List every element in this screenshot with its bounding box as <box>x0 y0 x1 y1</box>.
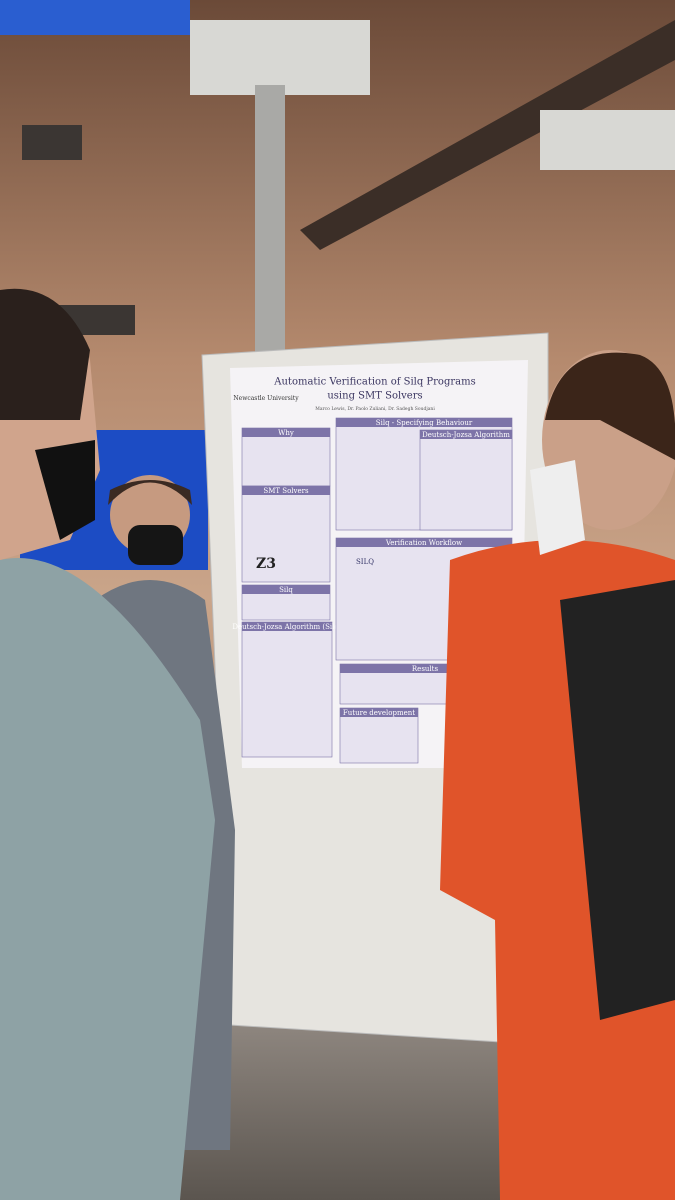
hair <box>108 480 192 505</box>
section-title: Verification Workflow <box>385 539 462 547</box>
hair <box>545 352 675 460</box>
section-header <box>242 622 332 631</box>
screen-top <box>0 0 190 35</box>
mask <box>128 525 183 565</box>
section-header <box>242 428 330 437</box>
section-title: Silq - Specifying Behaviour <box>376 419 473 427</box>
sign <box>190 20 370 95</box>
section-title: Why <box>278 429 294 437</box>
hair <box>0 288 90 420</box>
section-header <box>336 538 512 547</box>
section-box <box>339 707 419 764</box>
logo: Z3 <box>256 556 276 572</box>
mask <box>35 440 95 540</box>
section-title: Deutsch-Jozsa Algorithm (Silq) <box>232 623 341 631</box>
section-title: SMT Solvers <box>263 487 309 495</box>
outlet <box>22 125 82 160</box>
section-title: Future development <box>343 709 415 717</box>
mask <box>530 460 585 555</box>
pillar <box>255 85 285 355</box>
person-left-shirt <box>0 558 215 1200</box>
authors: Marco Lewis, Dr. Paolo Zuliani, Dr. Sade… <box>315 406 435 412</box>
university: Newcastle University <box>233 395 299 402</box>
section-header <box>420 430 512 439</box>
section-header <box>340 664 510 673</box>
section-box <box>419 429 513 531</box>
poster-title: using SMT Solvers <box>327 391 422 402</box>
sign <box>540 110 675 170</box>
section-box <box>241 427 331 487</box>
section-header <box>340 708 418 717</box>
section-header <box>336 418 512 427</box>
poster-title: Automatic Verification of Silq Programs <box>273 377 475 388</box>
section-title: Silq <box>279 586 293 594</box>
section-box <box>241 621 333 758</box>
section-title: Results <box>412 665 439 673</box>
ceiling-beam <box>300 20 675 250</box>
logo: SILQ <box>356 558 374 566</box>
section-title: Deutsch-Jozsa Algorithm <box>422 431 510 439</box>
backpack <box>560 580 675 1020</box>
section-header <box>242 585 330 594</box>
section-header <box>242 486 330 495</box>
